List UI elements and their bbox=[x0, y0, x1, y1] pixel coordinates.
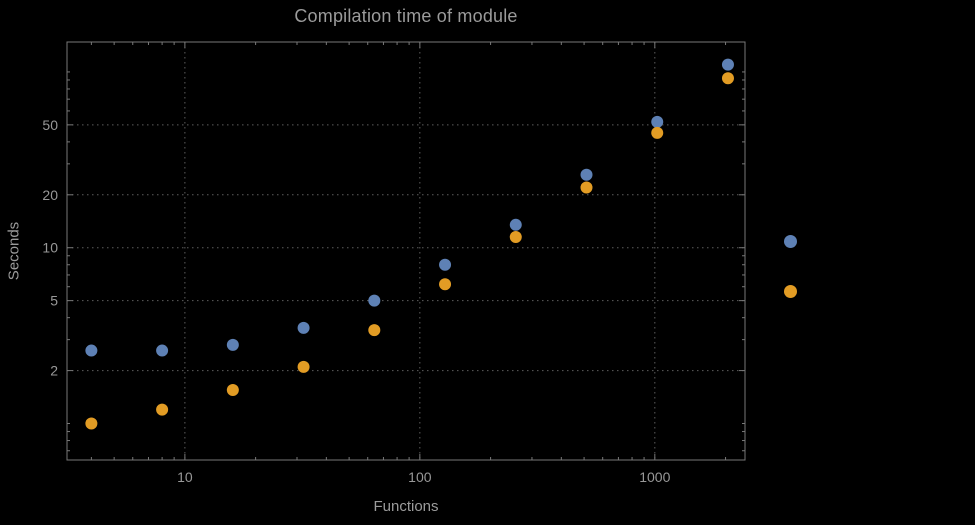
legend bbox=[778, 228, 838, 328]
y-axis-label: Seconds bbox=[5, 221, 23, 281]
y-tick-label: 20 bbox=[42, 187, 58, 203]
data-point-orange bbox=[509, 231, 522, 244]
legend-item-series-2 bbox=[778, 278, 838, 304]
plot-frame bbox=[66, 41, 746, 461]
y-tick-label: 5 bbox=[50, 293, 58, 309]
data-point-orange bbox=[368, 324, 381, 337]
data-point-blue bbox=[85, 344, 98, 357]
data-point-blue bbox=[439, 258, 452, 271]
x-axis-label: Functions bbox=[373, 498, 439, 515]
y-tick-label: 10 bbox=[42, 240, 58, 256]
data-point-blue bbox=[580, 168, 593, 181]
data-point-orange bbox=[651, 126, 664, 139]
legend-marker-blue-icon bbox=[784, 234, 797, 248]
data-point-blue bbox=[651, 115, 664, 128]
x-tick-label: 1000 bbox=[639, 469, 670, 485]
legend-marker-orange-icon bbox=[784, 284, 797, 298]
chart-title: Compilation time of module bbox=[294, 6, 518, 26]
data-point-blue bbox=[368, 294, 381, 307]
x-tick-label: 100 bbox=[408, 469, 432, 485]
data-point-orange bbox=[580, 181, 593, 194]
data-point-blue bbox=[297, 321, 310, 334]
x-tick-label: 10 bbox=[177, 469, 193, 485]
data-point-orange bbox=[721, 72, 734, 85]
data-point-blue bbox=[226, 338, 239, 351]
legend-item-series-1 bbox=[778, 228, 838, 254]
data-point-blue bbox=[156, 344, 169, 357]
data-point-orange bbox=[439, 278, 452, 291]
y-tick-label: 50 bbox=[42, 117, 58, 133]
data-point-orange bbox=[156, 403, 169, 416]
y-tick-label: 2 bbox=[50, 363, 58, 379]
data-point-orange bbox=[85, 417, 98, 430]
data-point-orange bbox=[297, 360, 310, 373]
data-point-orange bbox=[226, 384, 239, 397]
data-point-blue bbox=[509, 218, 522, 231]
data-point-blue bbox=[721, 58, 734, 71]
